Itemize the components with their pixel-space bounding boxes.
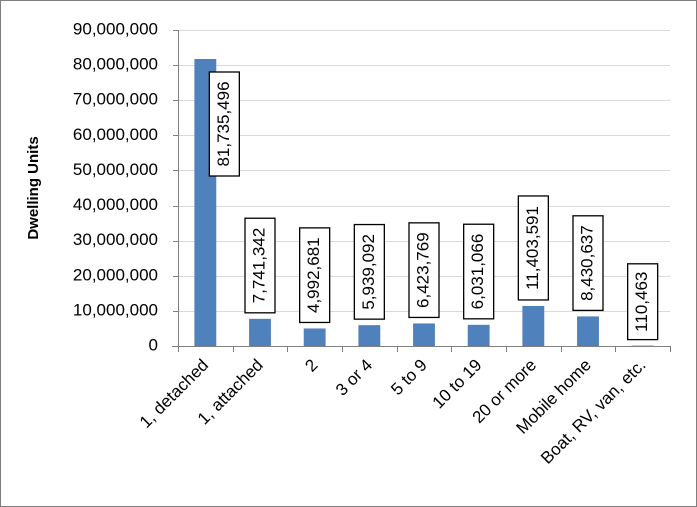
y-tick-label: 10,000,000: [73, 300, 158, 319]
axes: [172, 30, 671, 352]
bar: [577, 316, 599, 346]
data-label-box: [463, 223, 495, 320]
data-label: 4,992,681: [304, 237, 323, 313]
data-labels: 81,735,496 7,741,342 4,992,681 5,939,092 6,4…: [208, 71, 659, 341]
y-tick-label: 40,000,000: [73, 195, 158, 214]
bar: [358, 325, 381, 346]
bar: [249, 318, 271, 346]
data-label: 6,423,769: [413, 232, 432, 308]
data-label: 7,741,342: [249, 228, 268, 304]
data-label: 11,403,591: [523, 206, 542, 290]
y-tick-label: 60,000,000: [73, 125, 158, 144]
y-tick-label: 90,000,000: [73, 19, 158, 38]
bar: [413, 323, 435, 346]
data-label: 6,031,066: [468, 234, 487, 310]
data-label: 8,430,637: [577, 225, 596, 301]
y-tick-labels: 0 10,000,000 20,000,000 30,000,000 40,000,00…: [73, 19, 158, 354]
y-tick-label: 20,000,000: [73, 265, 158, 284]
data-label-box: [572, 215, 604, 312]
bar: [522, 305, 545, 346]
data-label-box: [517, 195, 549, 301]
bar: [467, 324, 490, 346]
data-label-box: [299, 227, 331, 324]
y-tick-label: 30,000,000: [73, 230, 158, 249]
data-label: 110,463: [632, 272, 651, 332]
bar: [303, 328, 326, 346]
y-tick-label: 0: [149, 335, 158, 354]
data-label-box: [353, 223, 385, 320]
data-label-box: [627, 263, 659, 341]
y-tick-label: 70,000,000: [73, 90, 158, 109]
data-label: 81,735,496: [214, 81, 233, 166]
y-tick-label: 80,000,000: [73, 55, 158, 74]
data-label: 5,939,092: [359, 234, 378, 310]
data-label-box: [408, 222, 440, 319]
data-label-box: [244, 217, 276, 314]
y-axis-label: Dwelling Units: [25, 136, 42, 239]
bars: [194, 59, 654, 347]
data-label-box: [208, 71, 240, 177]
y-tick-label: 50,000,000: [73, 160, 158, 179]
